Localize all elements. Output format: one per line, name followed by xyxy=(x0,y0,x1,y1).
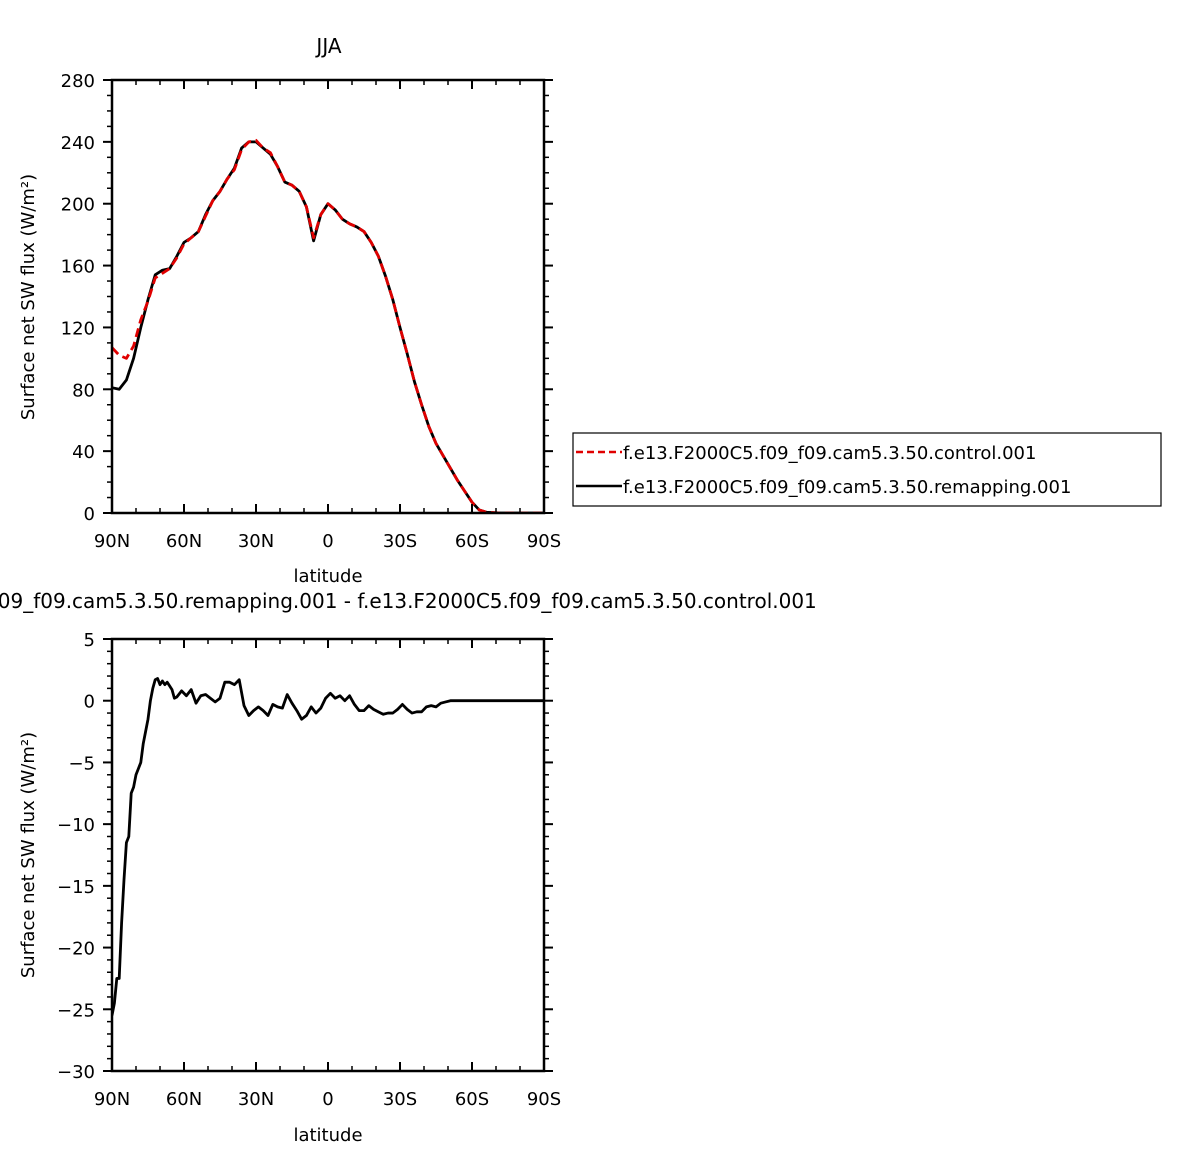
panel-bottom-y-tick-label: −5 xyxy=(68,753,95,774)
panel-bottom-y-tick-label: −20 xyxy=(57,939,95,960)
panel-top-series-remapping xyxy=(112,140,544,513)
panel-top-y-tick-label: 80 xyxy=(72,380,95,401)
panel-bottom-y-tick-label: −30 xyxy=(57,1062,95,1083)
panel-top-y-tick-label: 240 xyxy=(61,133,95,154)
panel-bottom-series-group xyxy=(112,677,544,1016)
panel-bottom-x-tick-label: 60N xyxy=(166,1089,202,1110)
panel-top-x-tick-label: 90N xyxy=(94,531,130,552)
panel-bottom-y-tick-label: −10 xyxy=(57,815,95,836)
panel-bottom-title: f.e13.F2000C5.f09_f09.cam5.3.50.remappin… xyxy=(0,589,817,613)
panel-top-series-group xyxy=(112,138,544,513)
panel-bottom-y-tick-label: 0 xyxy=(84,692,95,713)
panel-top-zonal-mean: JJA 90N 60N 30N 0 30S 60S 90S 0 40 80 120 160 200 240… xyxy=(18,34,561,587)
panel-top-y-axis-label: Surface net SW flux (W/m²) xyxy=(18,174,39,420)
panel-top-x-tick-label: 30S xyxy=(383,531,417,552)
panel-top-x-tick-label: 60N xyxy=(166,531,202,552)
panel-bottom-x-tick-label: 30S xyxy=(383,1089,417,1110)
legend-box xyxy=(572,432,1162,507)
panel-bottom-y-tick-label: 5 xyxy=(84,630,95,651)
panel-top-y-tick-label: 160 xyxy=(61,257,95,278)
panel-top-series-control xyxy=(112,138,544,513)
panel-top-x-tick-label: 0 xyxy=(322,531,333,552)
panel-top-x-tick-label: 90S xyxy=(527,531,561,552)
panel-bottom-plot-frame xyxy=(110,637,546,1073)
panel-top-x-axis-label: latitude xyxy=(293,566,362,587)
panel-bottom-y-tick-label: −25 xyxy=(57,1000,95,1021)
panel-bottom-y-axis-label: Surface net SW flux (W/m²) xyxy=(18,732,39,978)
panel-top-y-tick-label: 0 xyxy=(84,504,95,525)
panel-top-y-tick-label: 40 xyxy=(72,442,95,463)
panel-top-title: JJA xyxy=(314,34,341,58)
chart-legend: f.e13.F2000C5.f09_f09.cam5.3.50.control.… xyxy=(572,432,1162,507)
panel-bottom-series-line xyxy=(112,677,544,1016)
panel-top-x-tick-label: 30N xyxy=(238,531,274,552)
panel-bottom-y-tick-label: −15 xyxy=(57,877,95,898)
panel-bottom-x-tick-label: 90N xyxy=(94,1089,130,1110)
panel-top-y-tick-label: 280 xyxy=(61,71,95,92)
panel-top-y-tick-label: 200 xyxy=(61,195,95,216)
panel-bottom-x-tick-label: 60S xyxy=(455,1089,489,1110)
panel-bottom-x-axis-label: latitude xyxy=(293,1125,362,1146)
legend-label-control: f.e13.F2000C5.f09_f09.cam5.3.50.control.… xyxy=(623,443,1036,464)
panel-bottom-x-tick-label: 90S xyxy=(527,1089,561,1110)
panel-top-y-tick-label: 120 xyxy=(61,318,95,339)
panel-bottom-x-tick-label: 0 xyxy=(322,1089,333,1110)
panel-bottom-difference: f.e13.F2000C5.f09_f09.cam5.3.50.remappin… xyxy=(0,589,817,1146)
panel-top-x-tick-label: 60S xyxy=(455,531,489,552)
panel-bottom-axes: 90N 60N 30N 0 30S 60S 90S 5 0 −5 −10 −15 −20 −25 −30 xyxy=(57,630,561,1110)
panel-top-plot-frame xyxy=(110,78,546,515)
legend-label-remapping: f.e13.F2000C5.f09_f09.cam5.3.50.remappin… xyxy=(623,477,1071,498)
panel-bottom-x-tick-label: 30N xyxy=(238,1089,274,1110)
panel-top-axes: 90N 60N 30N 0 30S 60S 90S 0 40 80 120 160 200 240 280 xyxy=(61,71,562,552)
